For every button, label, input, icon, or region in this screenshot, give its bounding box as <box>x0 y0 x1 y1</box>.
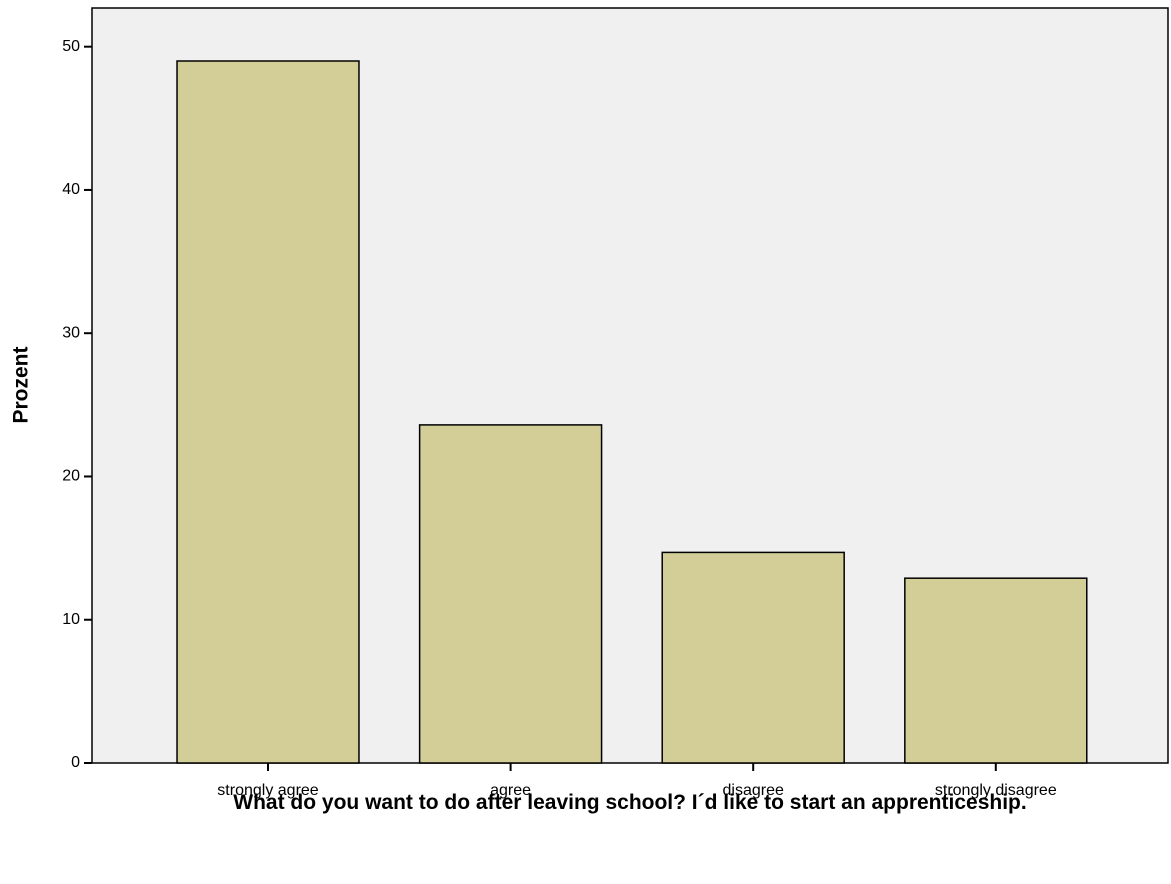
y-tick-label: 50 <box>62 38 80 55</box>
bar <box>661 551 845 764</box>
y-tick-label: 30 <box>62 324 80 341</box>
x-tick-label: strongly agree <box>217 782 318 799</box>
y-tick-label: 40 <box>62 181 80 198</box>
x-tick-label: strongly disagree <box>935 782 1057 799</box>
x-axis-label: What do you want to do after leaving sch… <box>233 791 1027 814</box>
x-tick-label: disagree <box>723 782 784 799</box>
x-tick-label: agree <box>490 782 531 799</box>
bar <box>418 424 603 764</box>
bar <box>904 577 1088 764</box>
y-tick-label: 0 <box>71 754 80 771</box>
y-axis-label: Prozent <box>10 346 33 423</box>
y-tick-label: 10 <box>62 611 80 628</box>
y-tick-label: 20 <box>62 468 80 485</box>
bar <box>176 60 360 764</box>
